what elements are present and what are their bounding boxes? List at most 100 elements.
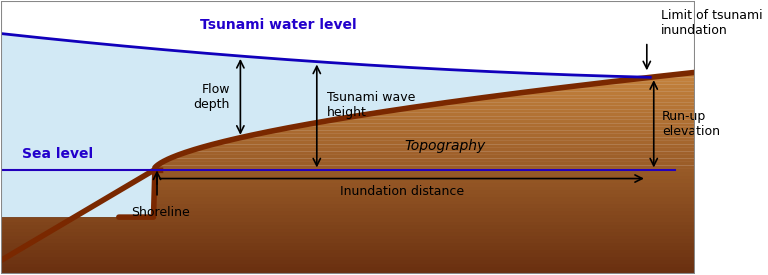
- Polygon shape: [1, 222, 696, 225]
- Polygon shape: [154, 180, 696, 183]
- Polygon shape: [648, 74, 696, 78]
- Polygon shape: [294, 123, 696, 127]
- Polygon shape: [400, 106, 696, 109]
- Polygon shape: [1, 246, 696, 250]
- Polygon shape: [1, 170, 161, 261]
- Polygon shape: [1, 271, 696, 274]
- Polygon shape: [1, 170, 161, 191]
- Polygon shape: [1, 170, 161, 208]
- Polygon shape: [1, 170, 161, 193]
- Text: Inundation distance: Inundation distance: [340, 185, 464, 198]
- Polygon shape: [1, 34, 650, 217]
- Polygon shape: [1, 170, 161, 216]
- Polygon shape: [1, 170, 161, 254]
- Text: Flow
depth: Flow depth: [194, 83, 230, 111]
- Polygon shape: [1, 239, 696, 243]
- Polygon shape: [1, 257, 696, 260]
- Polygon shape: [1, 170, 161, 172]
- Polygon shape: [154, 190, 696, 194]
- Polygon shape: [1, 170, 161, 214]
- Polygon shape: [1, 170, 161, 258]
- Polygon shape: [227, 138, 696, 141]
- Polygon shape: [1, 170, 161, 261]
- Polygon shape: [1, 170, 161, 237]
- Polygon shape: [154, 183, 696, 186]
- Polygon shape: [154, 176, 696, 180]
- Polygon shape: [1, 170, 161, 197]
- Polygon shape: [1, 170, 161, 222]
- Polygon shape: [243, 134, 696, 138]
- Polygon shape: [1, 170, 161, 210]
- Polygon shape: [155, 166, 696, 169]
- Polygon shape: [154, 169, 696, 172]
- Polygon shape: [1, 170, 161, 249]
- Polygon shape: [170, 155, 696, 158]
- Polygon shape: [1, 170, 161, 251]
- Polygon shape: [1, 170, 161, 255]
- Polygon shape: [1, 170, 161, 183]
- Polygon shape: [1, 170, 161, 233]
- Polygon shape: [258, 130, 696, 134]
- Text: Tsunami wave
height: Tsunami wave height: [327, 91, 415, 119]
- Polygon shape: [475, 95, 696, 99]
- Polygon shape: [1, 170, 161, 231]
- Polygon shape: [1, 225, 696, 229]
- Polygon shape: [1, 170, 161, 260]
- Polygon shape: [1, 170, 161, 185]
- Polygon shape: [189, 148, 696, 152]
- Text: Limit of tsunami
inundation: Limit of tsunami inundation: [660, 9, 763, 37]
- Polygon shape: [154, 197, 696, 200]
- Polygon shape: [1, 170, 161, 218]
- Polygon shape: [1, 170, 161, 247]
- Polygon shape: [530, 88, 696, 92]
- Polygon shape: [558, 85, 696, 88]
- Polygon shape: [154, 204, 696, 208]
- Polygon shape: [1, 170, 161, 245]
- Polygon shape: [1, 170, 161, 241]
- Polygon shape: [214, 141, 696, 144]
- Polygon shape: [449, 99, 696, 102]
- Polygon shape: [1, 170, 161, 227]
- Polygon shape: [1, 236, 696, 239]
- Polygon shape: [1, 243, 696, 246]
- Polygon shape: [1, 170, 161, 261]
- Polygon shape: [1, 170, 161, 224]
- Polygon shape: [1, 170, 161, 261]
- Polygon shape: [424, 102, 696, 106]
- Polygon shape: [333, 116, 696, 120]
- Polygon shape: [1, 170, 161, 212]
- Polygon shape: [201, 144, 696, 148]
- Polygon shape: [158, 162, 696, 166]
- Polygon shape: [1, 170, 161, 235]
- Polygon shape: [1, 170, 161, 179]
- Polygon shape: [1, 170, 161, 177]
- Polygon shape: [154, 208, 696, 211]
- Polygon shape: [378, 109, 696, 113]
- Polygon shape: [1, 170, 161, 204]
- Polygon shape: [1, 170, 161, 187]
- Polygon shape: [1, 170, 161, 229]
- Text: Run-up
elevation: Run-up elevation: [662, 110, 720, 138]
- Polygon shape: [1, 229, 696, 232]
- Polygon shape: [1, 170, 161, 261]
- Polygon shape: [679, 72, 696, 74]
- Polygon shape: [502, 92, 696, 95]
- Polygon shape: [154, 172, 696, 176]
- Polygon shape: [154, 194, 696, 197]
- Polygon shape: [1, 170, 161, 181]
- Polygon shape: [1, 267, 696, 271]
- Polygon shape: [179, 152, 696, 155]
- Polygon shape: [1, 72, 696, 274]
- Polygon shape: [154, 186, 696, 190]
- Text: Tsunami water level: Tsunami water level: [200, 18, 357, 32]
- Polygon shape: [1, 170, 161, 206]
- Polygon shape: [1, 170, 161, 274]
- Polygon shape: [154, 200, 696, 204]
- Polygon shape: [1, 218, 696, 222]
- Polygon shape: [154, 211, 696, 215]
- Polygon shape: [1, 250, 696, 253]
- Polygon shape: [1, 170, 161, 261]
- Text: Topography: Topography: [405, 139, 486, 153]
- Polygon shape: [276, 127, 696, 130]
- Polygon shape: [1, 170, 161, 220]
